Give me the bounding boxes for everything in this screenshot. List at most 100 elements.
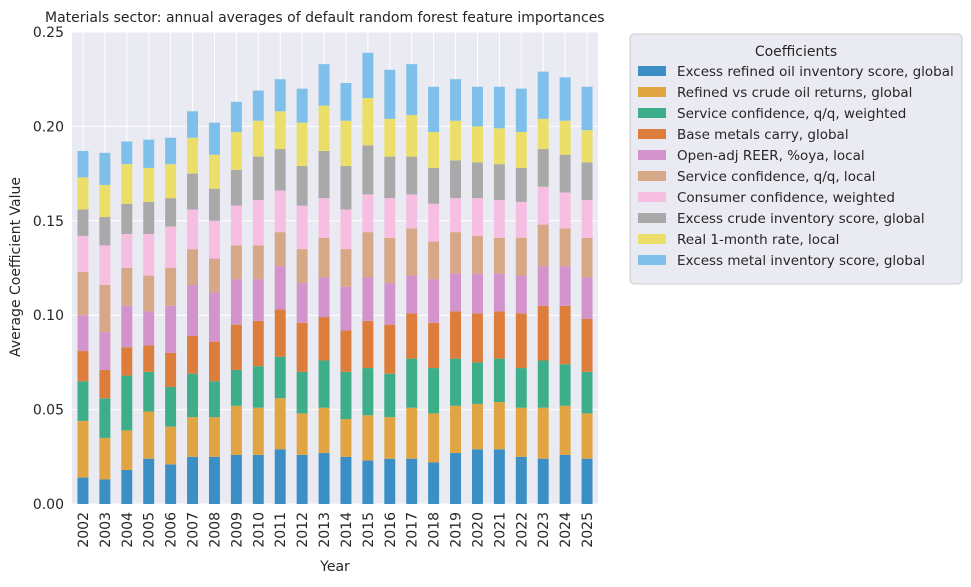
bar-segment-2015-s7 [362, 145, 374, 195]
x-tick-label: 2009 [229, 512, 245, 548]
bar-segment-2007-s4 [187, 284, 199, 336]
bar-segment-2005-s9 [143, 139, 155, 168]
bar-segment-2023-s8 [537, 118, 549, 150]
bar-segment-2007-s6 [187, 209, 199, 250]
bar-segment-2022-s3 [515, 313, 527, 369]
legend-swatch [638, 108, 666, 118]
x-tick-label: 2023 [536, 512, 552, 548]
bar-segment-2023-s6 [537, 186, 549, 225]
bar-segment-2003-s8 [99, 184, 111, 218]
bar-segment-2014-s3 [340, 330, 352, 372]
legend-label: Consumer confidence, weighted [677, 190, 895, 206]
bar-segment-2014-s1 [340, 419, 352, 457]
bar-segment-2023-s5 [537, 224, 549, 267]
bar-segment-2007-s0 [187, 456, 199, 504]
bar-segment-2002-s5 [77, 271, 89, 316]
bar-segment-2018-s4 [428, 279, 440, 323]
bar-segment-2017-s3 [406, 313, 418, 359]
y-tick-label: 0.20 [33, 119, 64, 135]
bar-segment-2022-s6 [515, 201, 527, 238]
bar-segment-2010-s6 [252, 200, 264, 246]
bar-segment-2005-s1 [143, 411, 155, 459]
bar-segment-2002-s7 [77, 209, 89, 236]
bar-segment-2006-s4 [165, 305, 177, 353]
bar-segment-2002-s8 [77, 177, 89, 210]
bar-segment-2022-s0 [515, 456, 527, 504]
bar-segment-2016-s7 [384, 156, 396, 199]
x-axis-label: Year [319, 559, 350, 575]
bar-segment-2011-s7 [274, 149, 286, 191]
bar-segment-2008-s2 [208, 381, 220, 418]
bar-segment-2020-s8 [471, 126, 483, 163]
legend-label: Service confidence, q/q, local [677, 169, 875, 185]
bar-segment-2007-s2 [187, 373, 199, 418]
bar-segment-2007-s1 [187, 417, 199, 457]
bar-segment-2025-s7 [581, 162, 593, 201]
bar-segment-2023-s9 [537, 71, 549, 119]
bar-segment-2023-s2 [537, 360, 549, 408]
bar-segment-2004-s7 [121, 203, 133, 235]
bar-segment-2009-s3 [230, 324, 242, 370]
bar-segment-2025-s6 [581, 200, 593, 238]
bar-segment-2023-s4 [537, 266, 549, 306]
legend-label: Open-adj REER, %oya, local [677, 148, 865, 164]
bar-segment-2015-s1 [362, 415, 374, 461]
bar-segment-2020-s4 [471, 273, 483, 314]
bar-segment-2012-s4 [296, 283, 308, 323]
bar-segment-2016-s0 [384, 458, 396, 504]
legend-label: Base metals carry, global [677, 127, 849, 143]
x-tick-label: 2005 [142, 512, 158, 548]
bar-segment-2017-s5 [406, 228, 418, 276]
x-tick-label: 2021 [492, 512, 508, 548]
bar-segment-2014-s7 [340, 166, 352, 210]
bar-segment-2004-s5 [121, 268, 133, 306]
bar-segment-2012-s5 [296, 249, 308, 284]
bar-segment-2008-s9 [208, 122, 220, 155]
bar-segment-2015-s5 [362, 232, 374, 278]
bar-segment-2021-s4 [493, 273, 505, 312]
bar-segment-2014-s6 [340, 209, 352, 250]
x-tick-label: 2016 [383, 512, 399, 548]
bar-segment-2016-s2 [384, 373, 396, 418]
bar-segment-2004-s6 [121, 234, 133, 268]
bar-segment-2006-s3 [165, 352, 177, 387]
bar-segment-2005-s2 [143, 371, 155, 412]
bar-segment-2006-s8 [165, 164, 177, 199]
bar-segment-2003-s0 [99, 479, 111, 504]
legend-label: Excess metal inventory score, global [677, 253, 925, 269]
bar-segment-2013-s5 [318, 237, 330, 278]
legend-label: Excess crude inventory score, global [677, 211, 925, 227]
bar-segment-2025-s1 [581, 413, 593, 459]
legend-items: Excess refined oil inventory score, glob… [638, 64, 954, 269]
y-tick-label: 0.05 [33, 403, 64, 419]
bars [77, 52, 593, 504]
bar-segment-2002-s9 [77, 150, 89, 178]
bar-segment-2020-s5 [471, 235, 483, 274]
bar-segment-2006-s7 [165, 198, 177, 227]
y-axis-label: Average Coefficient Value [8, 177, 24, 357]
bar-segment-2010-s4 [252, 279, 264, 321]
bar-segment-2015-s6 [362, 194, 374, 233]
bar-segment-2009-s8 [230, 132, 242, 170]
bar-segment-2017-s1 [406, 407, 418, 459]
bar-segment-2004-s2 [121, 375, 133, 431]
legend-swatch [638, 255, 666, 265]
bar-segment-2009-s5 [230, 245, 242, 280]
bar-segment-2020-s3 [471, 313, 483, 363]
bar-segment-2002-s3 [77, 351, 89, 382]
bar-segment-2006-s5 [165, 268, 177, 306]
bar-segment-2024-s4 [559, 266, 571, 306]
bar-segment-2005-s8 [143, 167, 155, 202]
bar-segment-2015-s4 [362, 277, 374, 321]
bar-segment-2015-s9 [362, 52, 374, 99]
bar-segment-2020-s2 [471, 362, 483, 404]
bar-segment-2010-s9 [252, 90, 264, 121]
bar-segment-2009-s1 [230, 405, 242, 455]
bar-segment-2013-s8 [318, 105, 330, 151]
bar-segment-2003-s7 [99, 217, 111, 246]
bar-segment-2018-s8 [428, 132, 440, 168]
bar-segment-2011-s1 [274, 398, 286, 450]
bar-segment-2014-s8 [340, 120, 352, 167]
legend-swatch [638, 66, 666, 76]
bar-segment-2022-s4 [515, 275, 527, 314]
